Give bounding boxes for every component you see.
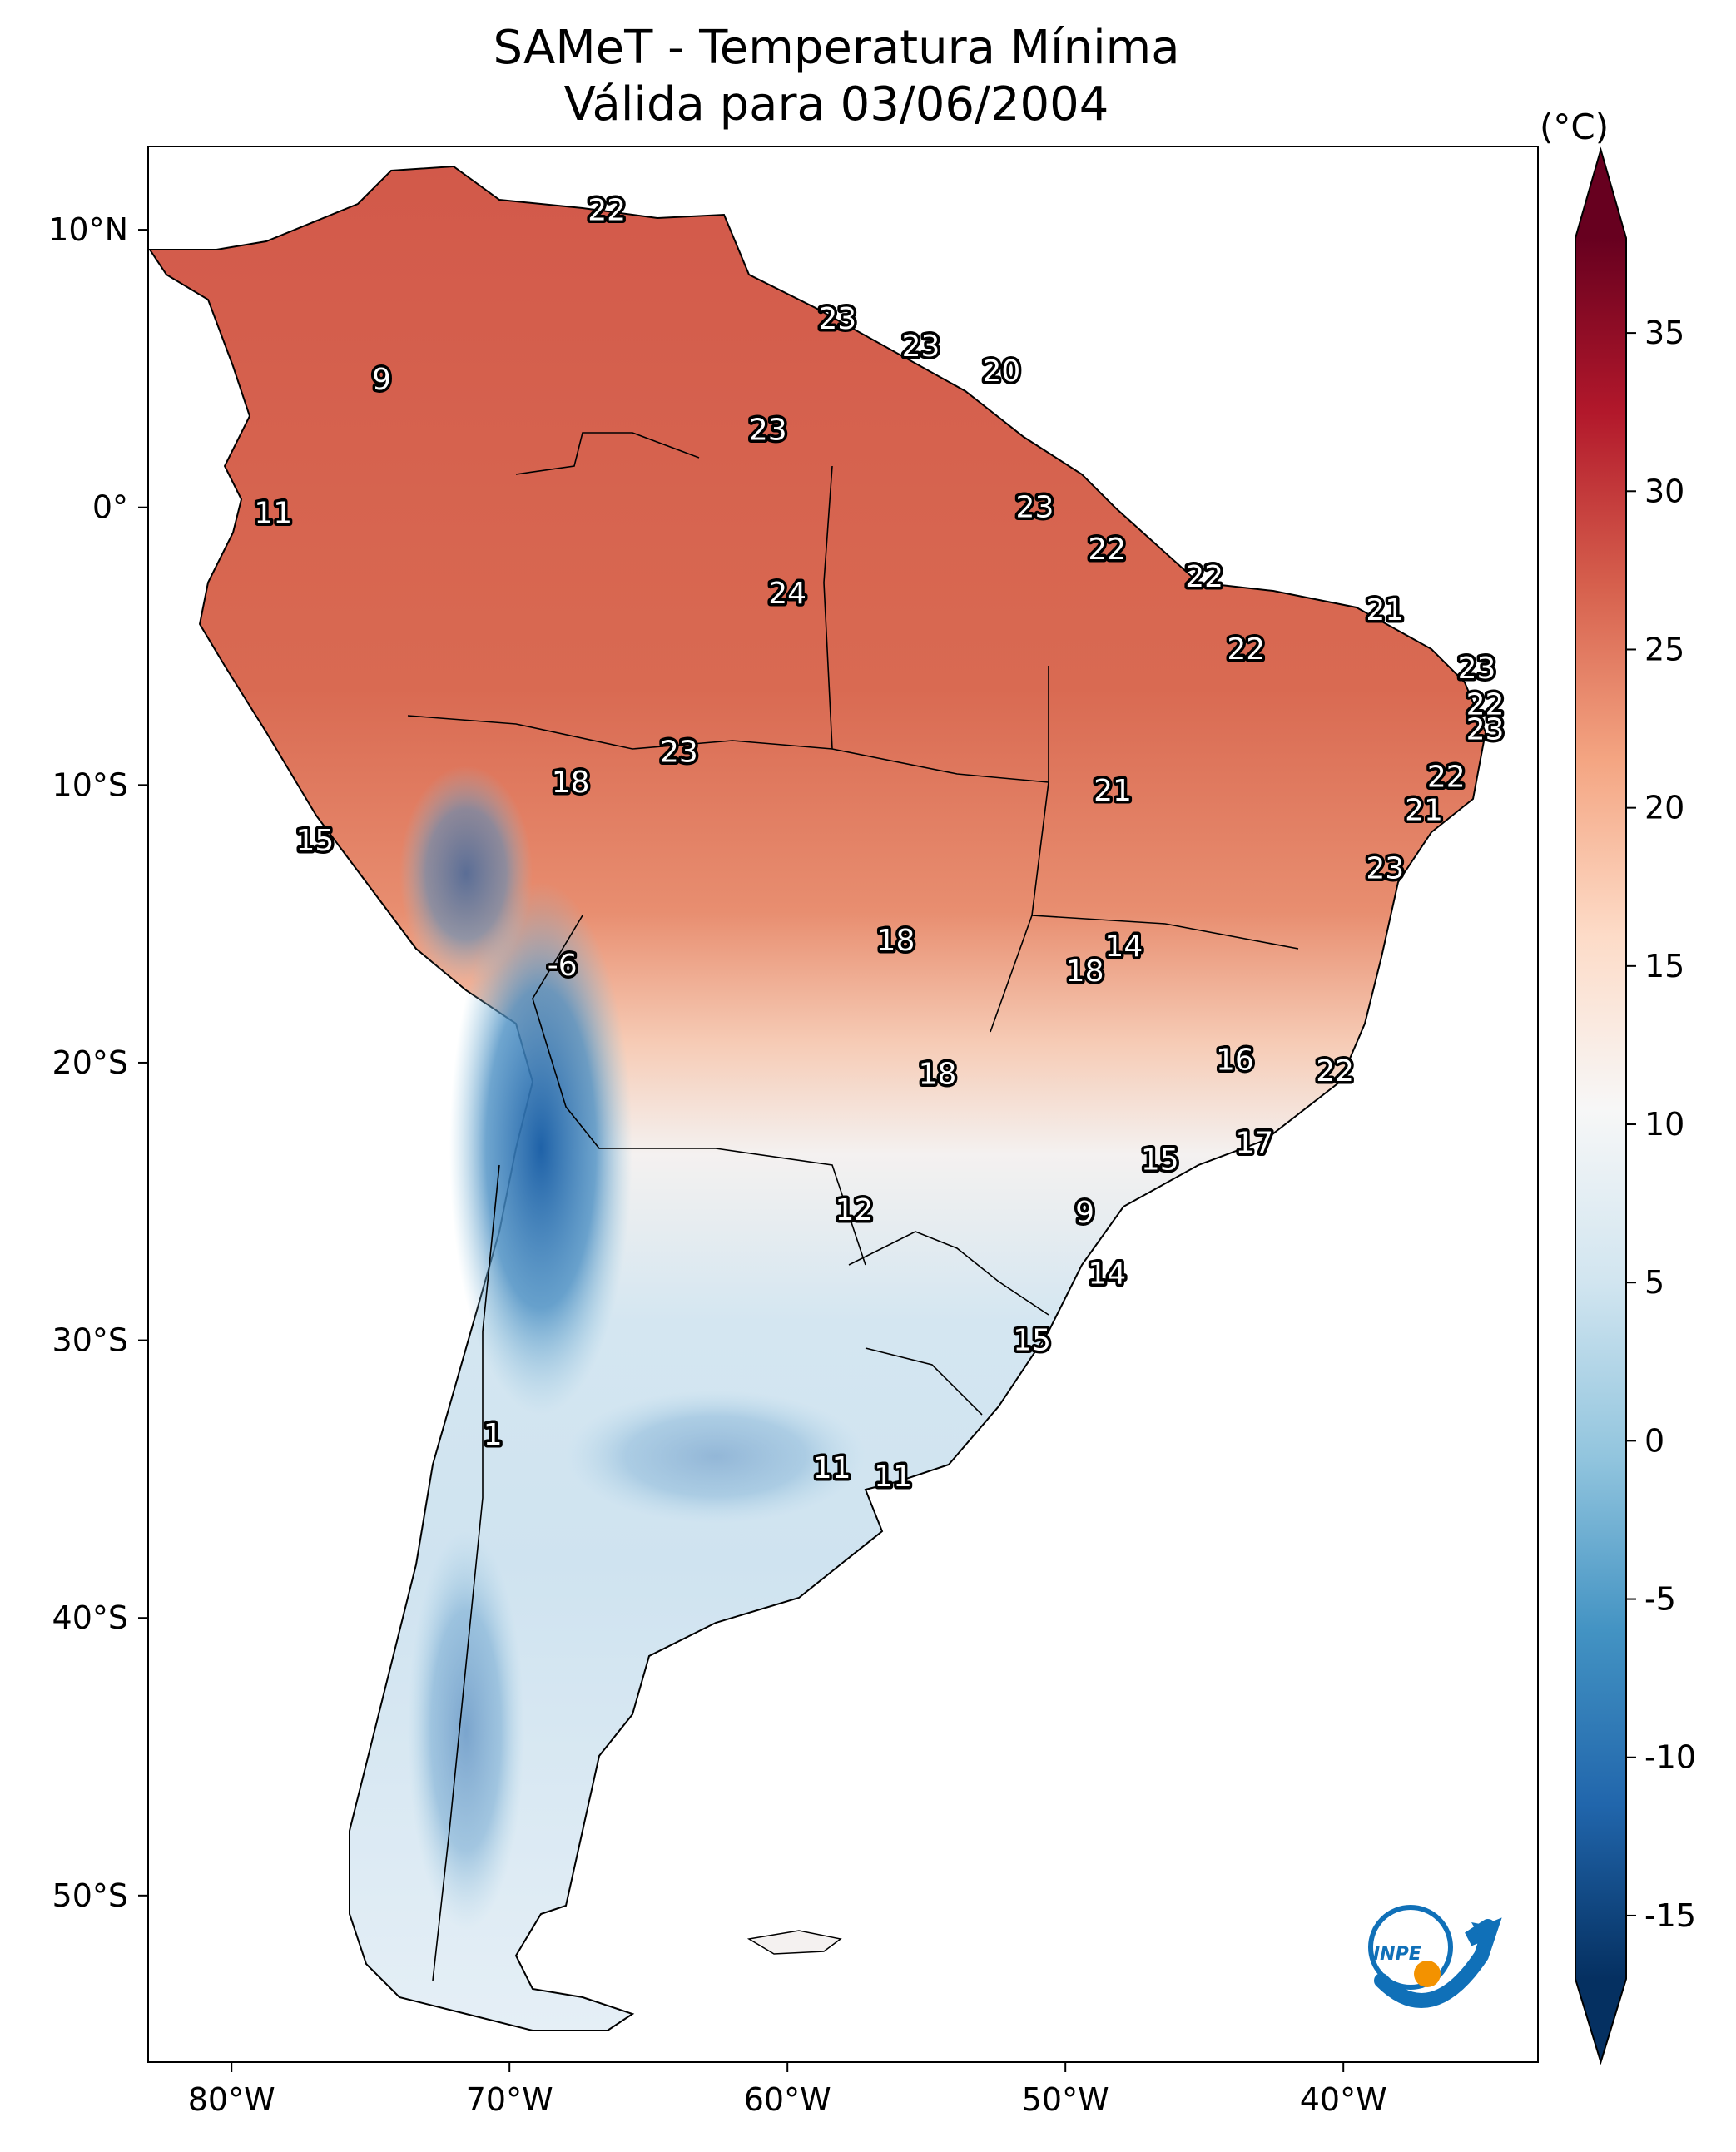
station-temperature-label: 12 — [835, 1193, 873, 1227]
station-temperature-label: 1 — [484, 1418, 503, 1452]
y-tick-label: 40°S — [52, 1599, 128, 1636]
station-temperature-label: 23 — [660, 735, 698, 769]
map-title-line2: Válida para 03/06/2004 — [563, 77, 1109, 131]
colorbar-tick-label: -5 — [1644, 1581, 1676, 1618]
station-temperature-label: 18 — [877, 924, 915, 958]
station-temperature-label: 23 — [749, 413, 787, 447]
station-temperature-label: 21 — [1094, 774, 1132, 808]
station-temperature-label: 23 — [818, 302, 856, 336]
x-tick-label: 50°W — [1022, 2081, 1109, 2118]
y-axis: 10°N 0° 10°S 20°S 30°S 40°S 50°S — [48, 211, 148, 1914]
x-tick-label: 70°W — [466, 2081, 553, 2118]
inpe-logo: INPE — [1368, 1905, 1502, 2008]
station-temperature-label: 23 — [1366, 851, 1404, 885]
colorbar: 35 30 25 20 15 10 5 0 -5 -10 -15 — [1575, 146, 1696, 2065]
x-axis: 80°W 70°W 60°W 50°W 40°W — [188, 2062, 1387, 2118]
colorbar-tick-label: -10 — [1644, 1739, 1696, 1776]
falkland-islands — [746, 1930, 842, 1955]
station-temperature-label: 11 — [874, 1460, 912, 1494]
colorbar-tick-label: 0 — [1644, 1422, 1664, 1459]
station-temperature-label: 21 — [1366, 593, 1404, 627]
station-temperature-label: 22 — [1088, 533, 1126, 567]
station-temperature-label: -6 — [548, 949, 578, 983]
station-temperature-label: 20 — [982, 355, 1020, 389]
colorbar-tick-label: -15 — [1644, 1897, 1696, 1934]
station-temperature-label: 22 — [588, 194, 626, 228]
x-tick-label: 80°W — [188, 2081, 275, 2118]
station-temperature-label: 22 — [1316, 1054, 1354, 1088]
logo-arrow-icon — [1471, 1922, 1498, 1949]
station-temperature-label: 22 — [1185, 560, 1223, 594]
station-temperature-label: 21 — [1405, 793, 1443, 827]
logo-text: INPE — [1373, 1944, 1421, 1965]
andes-cold-zone-north — [399, 766, 533, 982]
station-temperature-label: 22 — [1427, 760, 1466, 794]
colorbar-extend-bottom — [1575, 1979, 1626, 2062]
colorbar-extend-top — [1575, 150, 1626, 238]
colorbar-tick-label: 15 — [1644, 948, 1684, 984]
station-temperature-label: 23 — [1458, 652, 1496, 686]
y-tick-label: 10°S — [52, 766, 128, 803]
station-temperature-label: 17 — [1235, 1127, 1273, 1161]
colorbar-tick-label: 20 — [1644, 790, 1684, 826]
country-borders — [407, 432, 1299, 1981]
map-frame — [147, 146, 1539, 2063]
station-temperature-label: 11 — [813, 1451, 851, 1485]
station-temperature-label: 11 — [254, 496, 292, 530]
station-temperature-label: 18 — [919, 1057, 957, 1091]
station-temperature-label: 23 — [902, 330, 940, 364]
colorbar-tick-label: 10 — [1644, 1106, 1684, 1143]
station-temperature-label: 22 — [1227, 632, 1265, 667]
station-temperature-label: 14 — [1088, 1257, 1126, 1292]
logo-swoosh-icon — [1374, 1917, 1502, 2008]
station-temperature-label: 15 — [1141, 1143, 1179, 1178]
colorbar-tick-label: 35 — [1644, 315, 1684, 351]
x-tick-label: 60°W — [744, 2081, 831, 2118]
station-temperature-label: 15 — [295, 824, 334, 858]
station-temperature-label: 9 — [1075, 1196, 1094, 1230]
logo-orange-dot-icon — [1414, 1961, 1441, 1987]
station-temperature-label: 9 — [372, 363, 391, 397]
colorbar-outline — [1575, 146, 1627, 2065]
colorbar-tick-label: 5 — [1644, 1264, 1664, 1301]
andes-cold-zone — [449, 882, 632, 1415]
station-temperature-label: 23 — [1466, 713, 1505, 747]
station-temperature-label: 18 — [1066, 955, 1104, 989]
station-temperature-label: 23 — [1016, 491, 1054, 525]
colorbar-tick-label: 30 — [1644, 473, 1684, 509]
pampas-cool-zone — [566, 1390, 866, 1523]
y-tick-label: 10°N — [48, 211, 128, 248]
station-temperature-label: 24 — [768, 577, 806, 611]
station-temperature-label: 14 — [1104, 930, 1143, 964]
x-tick-label: 40°W — [1300, 2081, 1387, 2118]
station-temperature-label: 22 — [1466, 688, 1505, 722]
station-temperature-label: 18 — [552, 766, 590, 800]
station-temperature-label: 15 — [1013, 1324, 1051, 1358]
y-tick-label: 30°S — [52, 1322, 128, 1359]
y-tick-label: 0° — [92, 489, 128, 526]
map-title-line1: SAMeT - Temperatura Mínima — [493, 21, 1180, 75]
y-tick-label: 50°S — [52, 1877, 128, 1914]
station-temperature-label: 16 — [1216, 1044, 1254, 1078]
y-tick-label: 20°S — [52, 1044, 128, 1081]
colorbar-unit-label: (°C) — [1540, 107, 1610, 147]
colorbar-body — [1575, 238, 1626, 1979]
station-labels: 2291123232023232222242221232223222123231… — [251, 191, 1507, 1496]
patagonia-cold-zone — [408, 1531, 524, 1931]
logo-ring-icon — [1368, 1905, 1453, 1990]
colorbar-tick-label: 25 — [1644, 631, 1684, 667]
